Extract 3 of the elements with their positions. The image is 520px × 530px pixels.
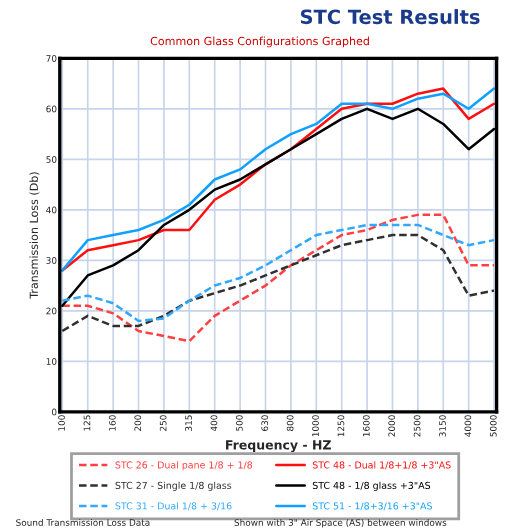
line-series (61, 213, 496, 343)
line-series (61, 87, 496, 272)
chart-title: STC Test Results (300, 9, 480, 25)
